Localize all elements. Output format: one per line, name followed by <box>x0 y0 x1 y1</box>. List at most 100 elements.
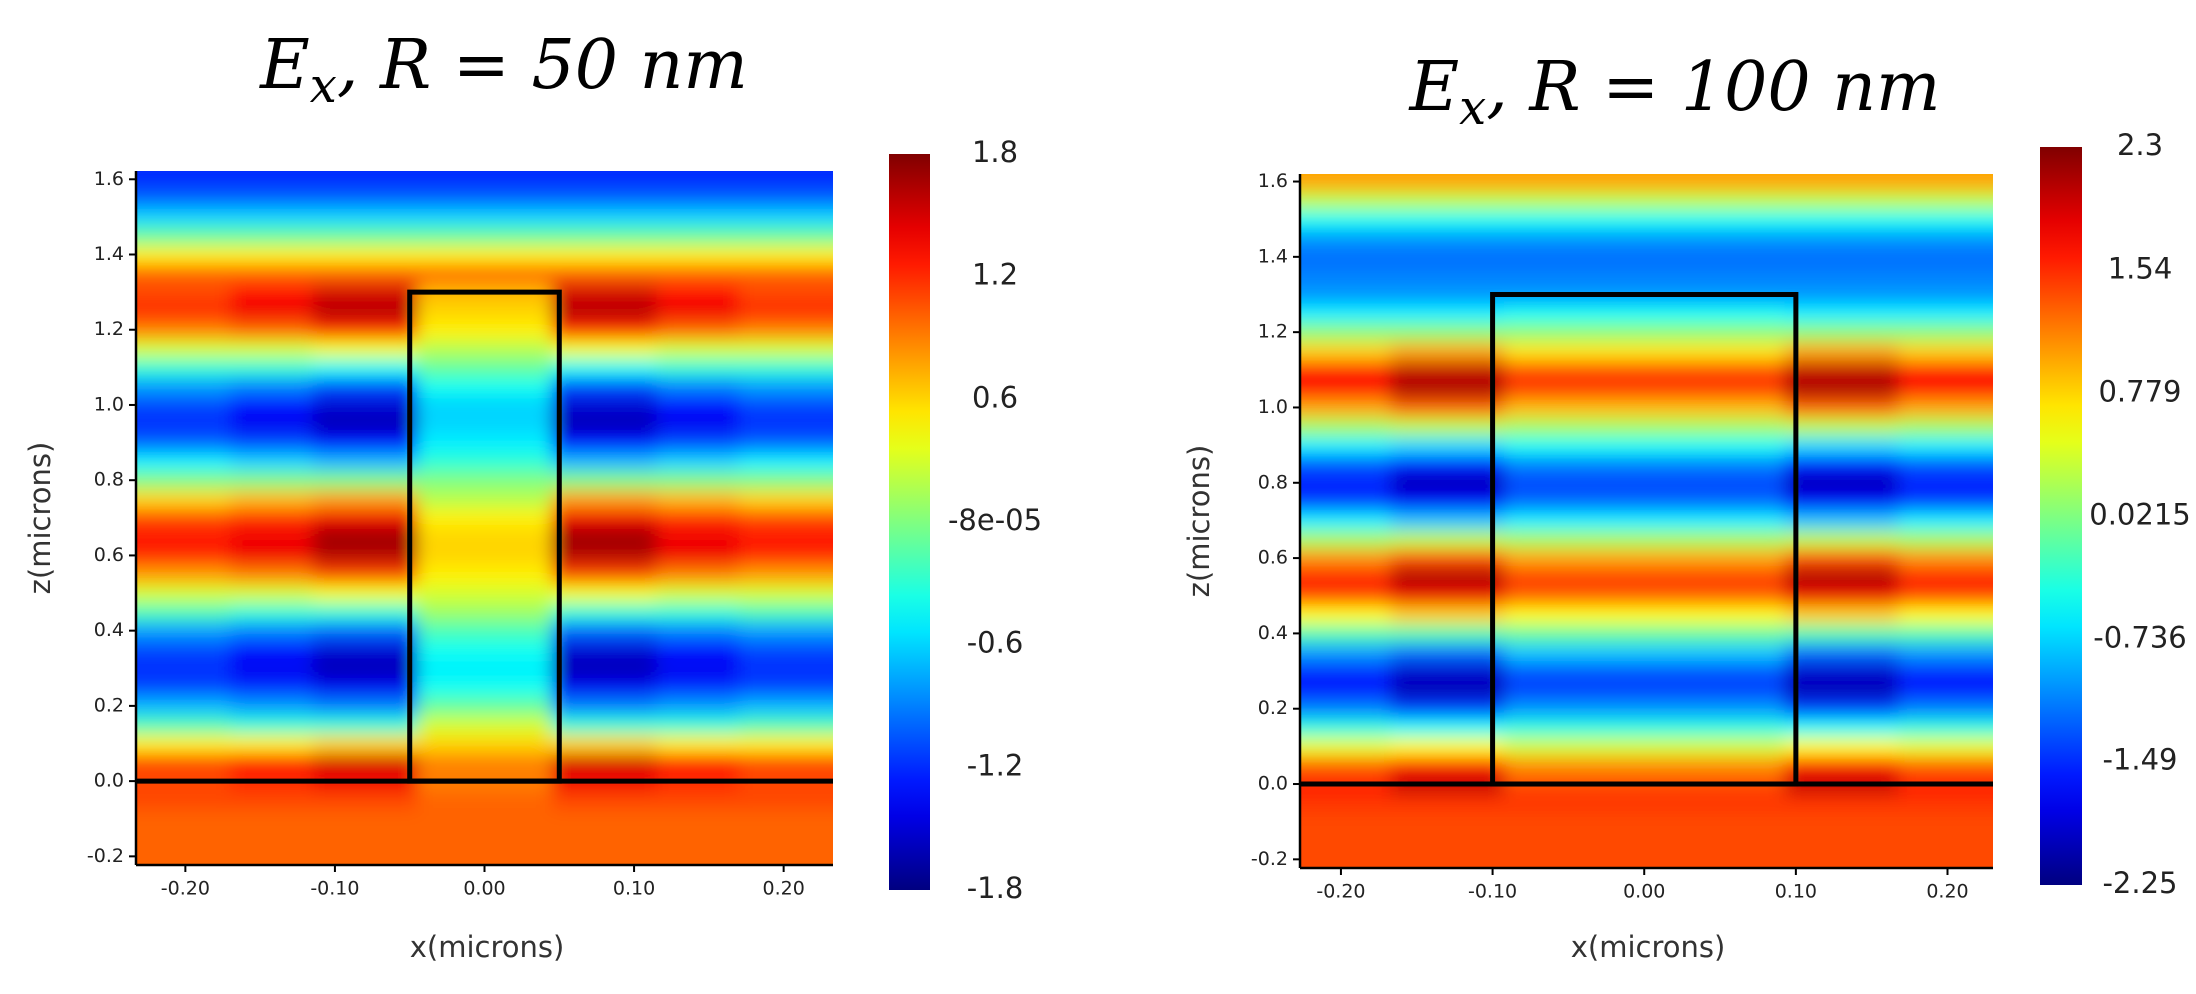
heat-cell <box>656 470 740 491</box>
heat-cell <box>1784 190 1899 211</box>
heat-cell <box>1390 718 1505 738</box>
colorbar-tick-label: 2.3 <box>2117 128 2163 162</box>
heat-cell <box>312 320 418 340</box>
heat-cell <box>1390 755 1505 776</box>
heat-cell <box>1390 661 1505 681</box>
heat-cell <box>417 263 553 284</box>
heat-cell <box>1644 642 1785 663</box>
heat-cell <box>738 790 833 810</box>
heat-cell <box>312 207 418 227</box>
heat-cell <box>230 734 313 754</box>
heat-cell <box>312 395 418 415</box>
heat-cell <box>1503 755 1645 776</box>
heat-cell <box>1503 379 1645 399</box>
heat-cell <box>312 357 418 378</box>
heat-cell <box>1898 623 1993 644</box>
heat-cell <box>1300 285 1391 305</box>
heat-cell <box>738 451 833 472</box>
heat-cell <box>1503 661 1645 681</box>
heat-cell <box>417 790 553 810</box>
heat-cell <box>1503 454 1645 474</box>
heat-cell <box>1503 360 1645 380</box>
heat-cell <box>230 715 313 735</box>
heat-cell <box>551 734 658 754</box>
heat-cell <box>417 602 553 622</box>
heat-cell <box>417 677 553 697</box>
heat-cell <box>1503 831 1645 851</box>
heat-cell <box>1503 209 1645 230</box>
x-tick-label: -0.10 <box>310 878 359 900</box>
heat-cell <box>312 414 418 434</box>
heat-cell <box>738 395 833 415</box>
heat-cell <box>738 828 833 848</box>
heat-cell <box>656 715 740 735</box>
y-tick-label: 1.6 <box>94 168 124 190</box>
heat-cell <box>1898 379 1993 399</box>
heat-cell <box>551 583 658 603</box>
y-tick-label: 1.4 <box>1258 245 1288 267</box>
heat-cell <box>136 546 231 566</box>
heat-cell <box>738 602 833 622</box>
heat-cell <box>1300 793 1391 813</box>
heat-cell <box>1390 812 1505 832</box>
heat-cell <box>1644 190 1785 211</box>
heat-cell <box>1784 285 1899 305</box>
heat-cell <box>230 828 313 848</box>
heat-cell <box>1503 812 1645 832</box>
heat-cell <box>1644 416 1785 437</box>
heatmap-cells <box>136 171 833 865</box>
heat-cell <box>1898 174 1993 192</box>
heat-cell <box>656 583 740 603</box>
colorbar-tick-label: -2.25 <box>2102 866 2177 900</box>
heat-cell <box>551 602 658 622</box>
heat-cell <box>1784 492 1899 512</box>
heat-cell <box>136 226 231 246</box>
heat-cell <box>1300 831 1391 851</box>
heat-cell <box>1784 755 1899 776</box>
heat-cell <box>738 546 833 566</box>
heat-cell <box>417 188 553 208</box>
heat-cell <box>656 658 740 679</box>
heat-cell <box>1784 680 1899 700</box>
heat-cell <box>230 846 313 865</box>
heat-cell <box>1390 322 1505 343</box>
heat-cell <box>312 263 418 284</box>
heat-cell <box>656 527 740 547</box>
heat-cell <box>230 546 313 566</box>
heat-cell <box>656 621 740 641</box>
heat-cell <box>1644 360 1785 380</box>
heat-cell <box>1784 793 1899 813</box>
heat-cell <box>230 640 313 660</box>
y-tick-label: 0.0 <box>1258 773 1288 795</box>
heat-cell <box>1898 831 1993 851</box>
heat-cell <box>312 376 418 397</box>
heat-cell <box>230 171 313 190</box>
heat-cell <box>1784 605 1899 625</box>
heat-cell <box>1644 736 1785 757</box>
colorbar <box>889 154 930 890</box>
heat-cell <box>738 263 833 284</box>
heat-cell <box>417 658 553 679</box>
heat-cell <box>312 658 418 679</box>
heat-cell <box>656 171 740 190</box>
heat-cell <box>656 809 740 829</box>
heat-cell <box>136 207 231 227</box>
colorbar-tick-label: 0.0215 <box>2089 498 2190 532</box>
colorbar-tick-label: 0.779 <box>2098 375 2181 409</box>
heat-cell <box>1784 831 1899 851</box>
heat-cell <box>136 395 231 415</box>
heat-cell <box>417 395 553 415</box>
heat-cell <box>312 752 418 773</box>
heat-cell <box>1503 680 1645 700</box>
x-tick-label: 0.10 <box>613 878 655 900</box>
y-tick-label: -0.2 <box>87 845 124 867</box>
heat-cell <box>417 583 553 603</box>
heat-cell <box>738 245 833 265</box>
heat-cell <box>1898 360 1993 380</box>
heat-cell <box>417 715 553 735</box>
heat-cell <box>551 470 658 491</box>
heat-cell <box>230 376 313 397</box>
heat-cell <box>1300 266 1391 286</box>
heat-cell <box>1898 228 1993 248</box>
heat-cell <box>1503 736 1645 757</box>
